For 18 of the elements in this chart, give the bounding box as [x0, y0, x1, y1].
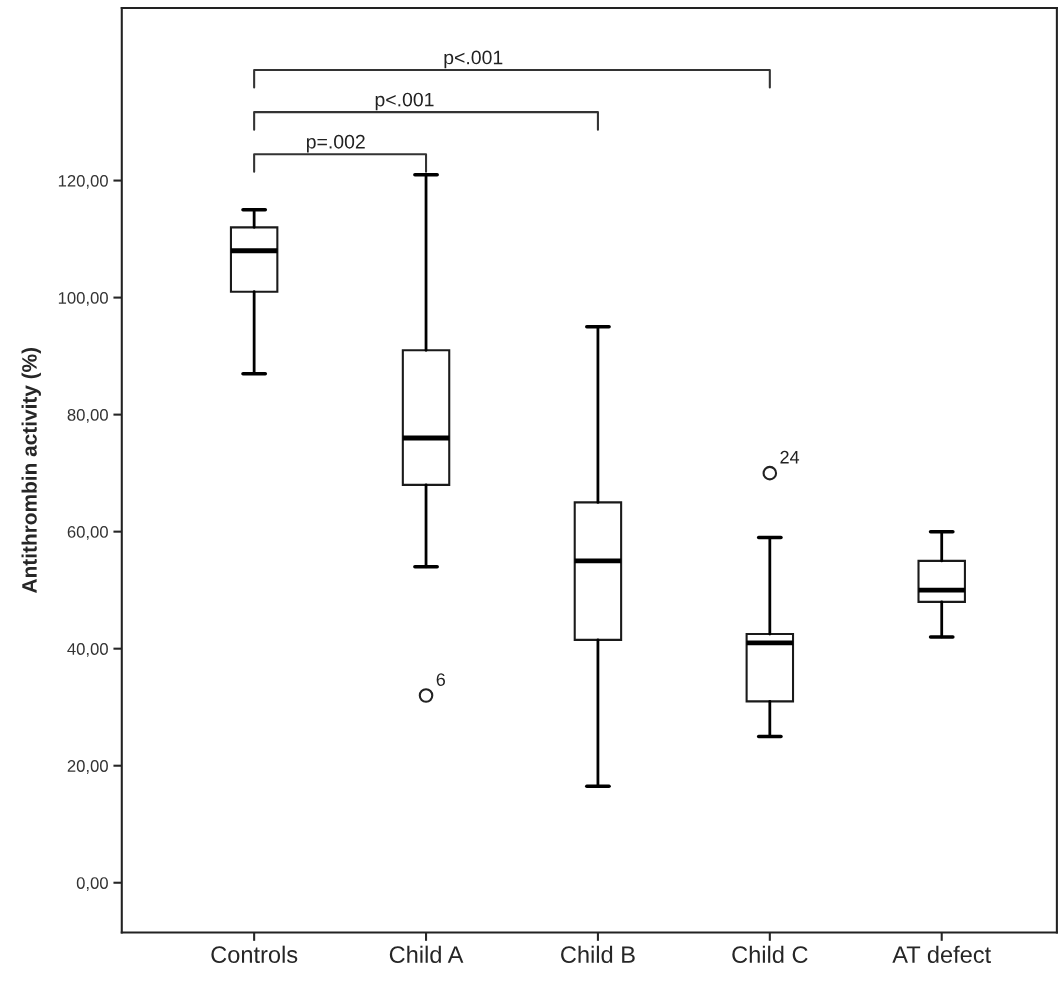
- annotation: p=.002: [306, 134, 365, 153]
- annotation: 6: [436, 673, 446, 686]
- y-tick-label: 40,00: [67, 643, 108, 657]
- y-tick-label: 0,00: [76, 877, 108, 891]
- x-tick-label: Child A: [389, 945, 464, 964]
- y-tick-label: 120,00: [58, 174, 108, 189]
- x-tick-label: Child B: [561, 945, 635, 964]
- annotation: p<.001: [444, 50, 503, 69]
- x-tick-label: AT defect: [892, 945, 991, 964]
- y-tick-label: 20,00: [67, 760, 108, 774]
- x-tick-label: Controls: [211, 945, 298, 964]
- annotation: 24: [780, 450, 800, 464]
- y-axis-title: Antithrombin activity (%): [21, 347, 41, 593]
- y-tick-label: 100,00: [58, 291, 108, 306]
- y-tick-label: 60,00: [67, 526, 108, 540]
- annotation: p<.001: [375, 92, 434, 111]
- y-tick-label: 80,00: [67, 409, 108, 423]
- x-tick-label: Child C: [732, 945, 808, 964]
